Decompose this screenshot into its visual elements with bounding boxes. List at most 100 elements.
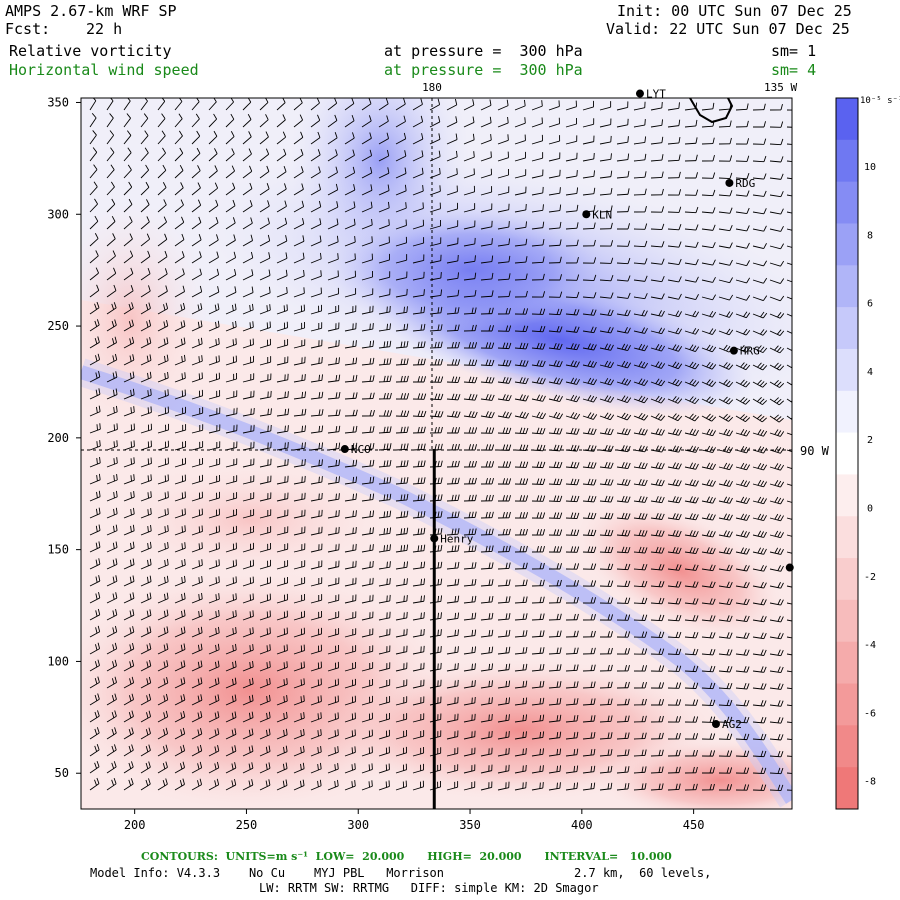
wind-barb (276, 442, 289, 451)
wind-barb (191, 216, 202, 230)
wind-barb (582, 326, 597, 334)
wind-barb (276, 576, 289, 587)
wind-barb (395, 236, 407, 247)
wind-barb (140, 147, 149, 162)
wind-barb (463, 595, 477, 604)
wind-barb (786, 211, 792, 214)
wind-barb (395, 696, 408, 706)
wind-barb (378, 510, 392, 519)
wind-barb (140, 130, 149, 145)
wind-barb (735, 429, 751, 437)
wind-barb (769, 379, 785, 388)
wind-barb (106, 113, 114, 128)
wind-barb (259, 458, 272, 468)
wind-barb (667, 462, 682, 470)
wind-barb (463, 545, 477, 553)
colorbar-label: 8 (867, 230, 873, 241)
wind-barb (463, 359, 478, 366)
wind-barb (395, 595, 408, 604)
wind-barb (225, 303, 237, 315)
wind-barb (463, 99, 475, 111)
wind-barb (599, 205, 613, 213)
wind-barb (480, 359, 495, 367)
wind-barb (361, 729, 373, 740)
field1-level: at pressure = 300 hPa (384, 42, 583, 60)
wind-barb (497, 545, 511, 553)
wind-barb (480, 168, 492, 179)
wind-barb (412, 494, 426, 502)
wind-barb (701, 259, 716, 266)
wind-barb (361, 218, 373, 230)
wind-barb (463, 427, 478, 434)
wind-barb (531, 663, 545, 672)
wind-barb (361, 392, 375, 400)
wind-barb (123, 693, 134, 706)
wind-barb (293, 287, 305, 298)
wind-barb (531, 579, 545, 587)
wind-barb (718, 242, 733, 249)
wind-barb (208, 778, 220, 791)
wind-barb (174, 474, 186, 485)
wind-barb (140, 659, 152, 672)
wind-barb (480, 562, 494, 570)
wind-barb (752, 260, 768, 267)
wind-barb (293, 745, 305, 757)
wind-barb (548, 563, 562, 570)
wind-barb (531, 512, 546, 519)
wind-barb (89, 130, 97, 145)
wind-barb (582, 478, 597, 486)
wind-barb (633, 361, 649, 369)
wind-barb (616, 223, 630, 230)
wind-barb (548, 613, 562, 621)
wind-barb (242, 148, 252, 162)
colorbar-segment (836, 181, 858, 224)
wind-barb (667, 614, 682, 622)
wind-barb (242, 576, 254, 587)
wind-barb (191, 389, 203, 400)
wind-barb (140, 761, 151, 774)
wind-barb (786, 449, 792, 453)
wind-barb (684, 294, 699, 300)
wind-barb (497, 781, 510, 791)
wind-barb (684, 241, 699, 248)
wind-barb (497, 646, 511, 655)
wind-barb (565, 377, 580, 385)
wind-barb (735, 479, 750, 488)
wind-barb (225, 286, 237, 298)
wind-barb (89, 507, 101, 519)
wind-barb (327, 459, 341, 468)
wind-barb (89, 760, 100, 774)
wind-barb (735, 277, 751, 284)
wind-barb (769, 243, 785, 250)
colorbar-label: 0 (867, 504, 873, 515)
wind-barb (599, 187, 613, 196)
wind-barb (531, 697, 545, 706)
wind-barb (531, 647, 545, 655)
wind-barb (276, 252, 288, 264)
wind-barb (327, 149, 338, 162)
wind-barb (514, 781, 527, 791)
wind-barb (242, 98, 252, 111)
wind-barb (548, 152, 561, 162)
wind-barb (140, 98, 148, 111)
wind-barb (259, 694, 271, 706)
colorbar-label: 2 (867, 435, 873, 446)
wind-barb (650, 223, 665, 230)
wind-barb (157, 199, 167, 213)
field2-level: at pressure = 300 hPa (384, 61, 583, 79)
wind-barb (310, 442, 324, 451)
wind-barb (140, 643, 152, 655)
wind-barb (242, 542, 254, 553)
wind-barb (293, 509, 306, 519)
wind-barb (497, 342, 512, 350)
wind-barb (412, 662, 425, 672)
station-marker (635, 89, 644, 98)
wind-barb (293, 217, 305, 230)
wind-barb (361, 115, 372, 128)
wind-barb (361, 270, 374, 281)
wind-barb (446, 116, 458, 128)
wind-barb (701, 242, 716, 249)
wind-barb (140, 302, 151, 315)
wind-barb (786, 228, 792, 231)
wind-barb (548, 529, 563, 536)
